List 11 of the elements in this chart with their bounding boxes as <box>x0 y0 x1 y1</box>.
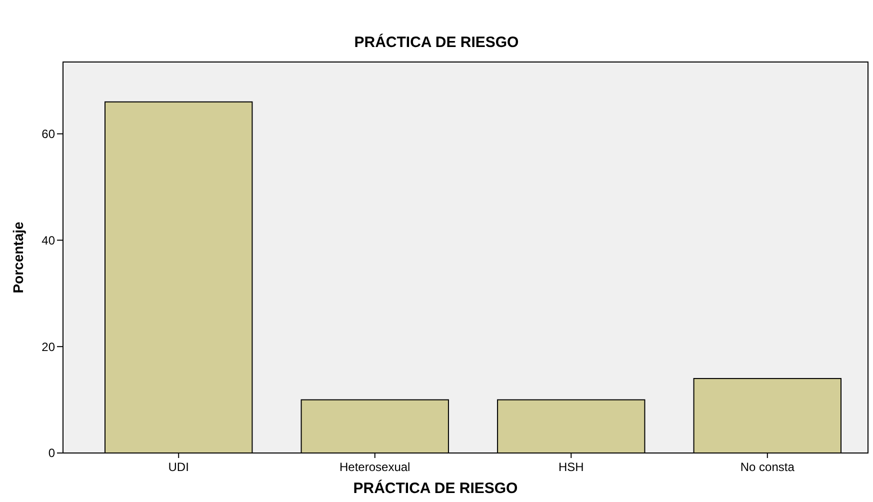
chart-title: PRÁCTICA DE RIESGO <box>354 33 520 51</box>
y-tick-label: 60 <box>42 127 56 142</box>
y-tick-label: 0 <box>48 446 56 460</box>
x-tick-label: No consta <box>740 460 795 474</box>
x-tick-label: UDI <box>168 460 189 474</box>
x-tick-label: HSH <box>558 460 584 474</box>
x-axis-title: PRÁCTICA DE RIESGO <box>353 479 518 497</box>
y-axis-title: Porcentaje <box>10 221 26 294</box>
x-tick-label: Heterosexual <box>340 460 410 474</box>
y-tick-label: 40 <box>42 233 56 248</box>
y-tick-label: 20 <box>42 340 56 354</box>
